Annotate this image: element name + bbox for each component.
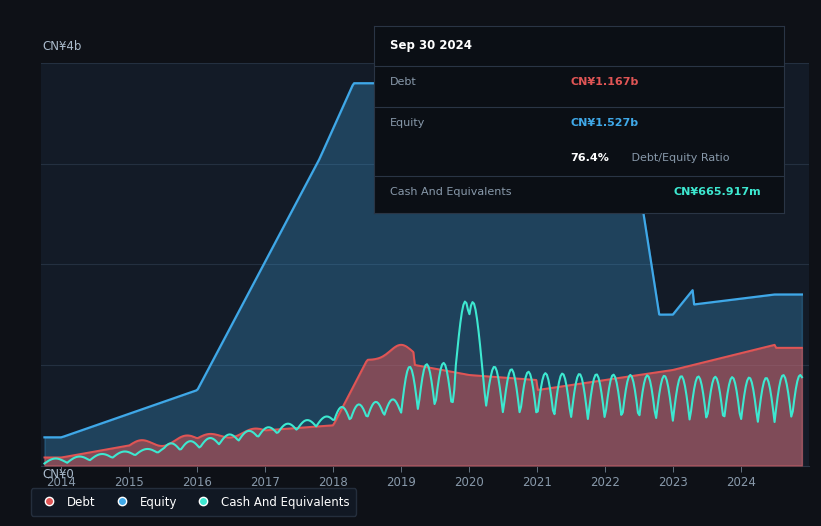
Text: CN¥665.917m: CN¥665.917m (673, 187, 761, 197)
Text: CN¥0: CN¥0 (43, 468, 75, 481)
Text: CN¥1.527b: CN¥1.527b (571, 118, 639, 128)
Text: Sep 30 2024: Sep 30 2024 (390, 39, 472, 53)
Legend: Debt, Equity, Cash And Equivalents: Debt, Equity, Cash And Equivalents (30, 489, 356, 515)
Text: CN¥4b: CN¥4b (43, 40, 82, 53)
Text: Cash And Equivalents: Cash And Equivalents (390, 187, 511, 197)
Text: Debt/Equity Ratio: Debt/Equity Ratio (628, 153, 730, 163)
Text: 76.4%: 76.4% (571, 153, 609, 163)
Text: CN¥1.167b: CN¥1.167b (571, 77, 639, 87)
Text: Equity: Equity (390, 118, 425, 128)
Text: Debt: Debt (390, 77, 417, 87)
